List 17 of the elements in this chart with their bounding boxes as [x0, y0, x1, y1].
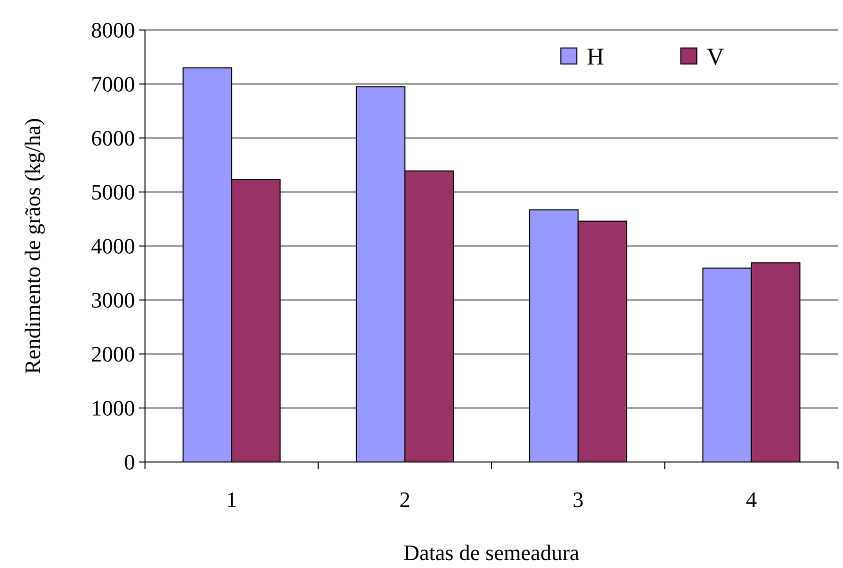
x-tick-label: 4: [746, 487, 757, 512]
y-tick-label: 8000: [91, 18, 135, 43]
y-tick-label: 4000: [91, 234, 135, 259]
y-tick-label: 6000: [91, 126, 135, 151]
x-tick-label: 3: [572, 487, 584, 512]
y-tick-label: 0: [124, 450, 135, 475]
y-tick-label: 1000: [91, 396, 135, 421]
y-tick-label: 3000: [91, 288, 135, 313]
y-tick-label: 5000: [91, 180, 135, 205]
y-tick-label: 2000: [91, 342, 135, 367]
x-axis-title: Datas de semeadura: [404, 540, 580, 565]
y-axis-title: Rendimento de grãos (kg/ha): [20, 118, 45, 374]
y-tick-label: 7000: [91, 72, 135, 97]
x-tick-label: 1: [226, 487, 238, 512]
legend-label: V: [706, 44, 725, 70]
legend-label: H: [586, 44, 604, 70]
x-tick-label: 2: [399, 487, 410, 512]
